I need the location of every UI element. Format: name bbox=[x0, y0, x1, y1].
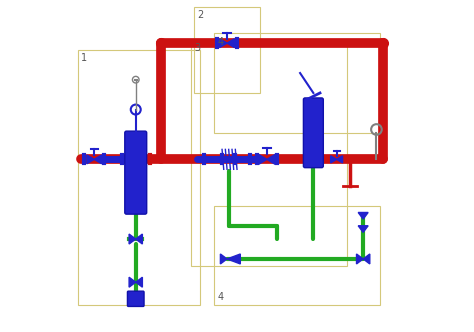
Text: 2: 2 bbox=[197, 10, 203, 20]
Bar bbox=[214, 33, 380, 133]
Text: 1: 1 bbox=[81, 53, 87, 63]
Polygon shape bbox=[259, 154, 267, 164]
Polygon shape bbox=[358, 226, 368, 232]
Bar bbox=[194, 7, 260, 93]
Polygon shape bbox=[267, 154, 275, 164]
Polygon shape bbox=[129, 277, 136, 287]
Polygon shape bbox=[227, 254, 240, 264]
Text: 4: 4 bbox=[217, 37, 223, 46]
Polygon shape bbox=[94, 155, 101, 164]
Polygon shape bbox=[227, 39, 234, 47]
Polygon shape bbox=[337, 156, 343, 163]
FancyBboxPatch shape bbox=[125, 131, 146, 214]
Polygon shape bbox=[129, 234, 136, 244]
Bar bbox=[191, 40, 346, 266]
Text: 4: 4 bbox=[217, 292, 223, 302]
Polygon shape bbox=[220, 39, 227, 47]
Polygon shape bbox=[136, 277, 142, 287]
Polygon shape bbox=[356, 254, 363, 264]
Polygon shape bbox=[220, 254, 227, 264]
Bar bbox=[214, 206, 380, 305]
Polygon shape bbox=[87, 155, 94, 164]
Text: 3: 3 bbox=[194, 43, 200, 53]
Polygon shape bbox=[136, 234, 142, 244]
Polygon shape bbox=[363, 254, 370, 264]
FancyBboxPatch shape bbox=[128, 291, 144, 306]
FancyBboxPatch shape bbox=[303, 98, 323, 168]
Bar bbox=[78, 50, 201, 305]
Polygon shape bbox=[358, 212, 368, 219]
Polygon shape bbox=[331, 156, 337, 163]
